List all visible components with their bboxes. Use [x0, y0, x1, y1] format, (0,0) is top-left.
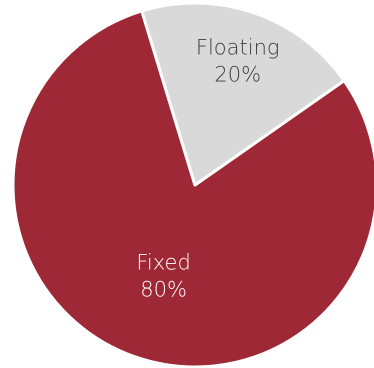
pie-slice-floating: [140, 1, 346, 187]
slice-label-floating: Floating: [196, 36, 280, 60]
slice-value-floating: 20%: [214, 63, 261, 87]
slice-label-fixed: Fixed: [136, 251, 190, 275]
slice-value-fixed: 80%: [140, 278, 187, 302]
pie-slice-fixed: [11, 9, 374, 368]
